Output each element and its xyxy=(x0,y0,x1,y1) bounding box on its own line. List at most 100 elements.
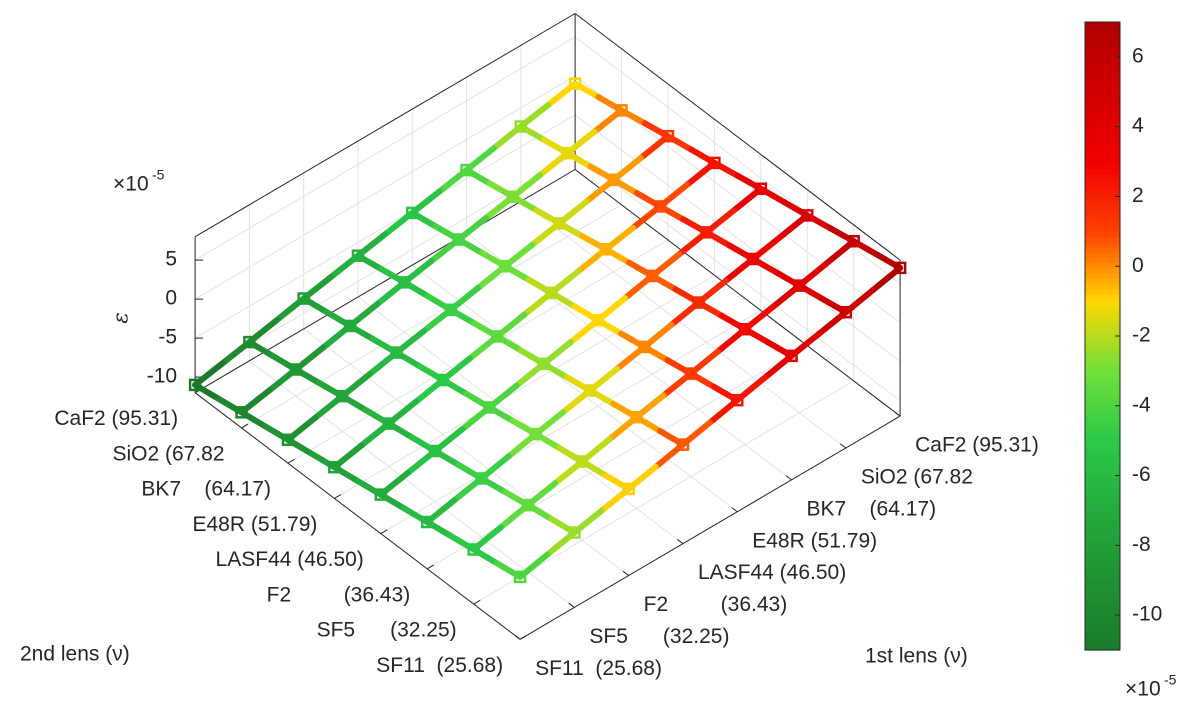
mesh-edge xyxy=(602,246,633,266)
mesh-vertex xyxy=(351,249,365,262)
colorbar-swatch xyxy=(1085,325,1120,332)
axis-line xyxy=(194,13,576,238)
colorbar-swatch xyxy=(1085,503,1120,510)
colorbar-swatch xyxy=(1085,587,1120,594)
colorbar-swatch xyxy=(1085,105,1120,112)
mesh-edge xyxy=(548,289,578,310)
colorbar-swatch xyxy=(1085,116,1120,123)
mesh-edge xyxy=(486,404,516,424)
tick-mark xyxy=(514,634,521,640)
mesh-edge xyxy=(517,347,547,367)
colorbar-swatch xyxy=(1085,69,1120,75)
colorbar-swatch xyxy=(1085,519,1120,525)
colorbar-swatch xyxy=(1085,163,1120,170)
tick-mark xyxy=(839,443,847,449)
colorbar-multiplier: ×10 xyxy=(1125,678,1161,701)
mesh-edge xyxy=(873,251,904,271)
x-tick-label: F2 (36.43) xyxy=(644,593,788,616)
mesh-edge xyxy=(641,343,671,364)
mesh-vertex xyxy=(708,156,721,170)
mesh-edge xyxy=(594,317,625,337)
mesh-vertex xyxy=(235,406,248,419)
mesh-vertex xyxy=(281,433,295,447)
mesh-edge xyxy=(587,163,617,183)
grid-line xyxy=(574,114,901,362)
colorbar-swatch xyxy=(1085,597,1120,604)
mesh-vertex xyxy=(607,173,620,187)
mesh-vertex xyxy=(289,363,303,376)
mesh-vertex xyxy=(343,319,357,333)
colorbar-swatch xyxy=(1085,267,1120,274)
colorbar-swatch xyxy=(1085,257,1120,264)
mesh-edge xyxy=(455,461,485,482)
mesh-edge xyxy=(308,450,338,471)
tick-mark xyxy=(426,564,435,570)
mesh-vertex xyxy=(297,292,310,305)
mesh-edge xyxy=(773,269,803,289)
mesh-vertex xyxy=(498,259,512,273)
mesh-edge xyxy=(471,320,501,340)
mesh-edge xyxy=(432,448,462,468)
axis-line xyxy=(519,415,901,640)
colorbar-swatch xyxy=(1085,131,1120,138)
colorbar-swatch xyxy=(1085,173,1120,180)
colorbar-swatch xyxy=(1085,414,1120,421)
mesh-edge xyxy=(331,464,361,484)
colorbar-tick-label: 6 xyxy=(1132,44,1144,67)
mesh-edge xyxy=(664,357,694,377)
colorbar-swatch xyxy=(1085,215,1120,222)
grid-line xyxy=(241,204,622,429)
mesh-edge xyxy=(339,393,369,413)
mesh-edge xyxy=(595,94,625,114)
mesh-vertex xyxy=(335,389,349,403)
x-tick-label: SiO2 (67.82 xyxy=(861,466,973,489)
colorbar-swatch xyxy=(1085,179,1120,185)
mesh-edge xyxy=(579,458,609,479)
mesh-edge xyxy=(323,309,354,329)
mesh-edge xyxy=(300,295,330,316)
mesh-edge xyxy=(633,414,663,434)
mesh-vertex xyxy=(428,444,442,458)
colorbar-swatch xyxy=(1085,147,1120,154)
colorbar-swatch xyxy=(1085,241,1120,248)
mesh-edge xyxy=(742,326,772,346)
colorbar-swatch xyxy=(1085,430,1120,437)
mesh-edge xyxy=(703,229,733,249)
colorbar-swatch xyxy=(1085,456,1120,463)
mesh-vertex xyxy=(599,243,613,256)
mesh-vertex xyxy=(513,570,527,584)
mesh-vertex xyxy=(483,401,496,414)
mesh-vertex xyxy=(746,252,760,266)
colorbar-swatch xyxy=(1085,42,1120,49)
mesh-edge xyxy=(354,252,385,273)
colorbar-swatch xyxy=(1085,315,1120,321)
mesh-vertex xyxy=(893,261,907,275)
colorbar-swatch xyxy=(1085,613,1120,620)
grid-line xyxy=(574,36,901,284)
mesh-edge xyxy=(261,423,291,443)
mesh-vertex xyxy=(676,438,690,451)
colorbar-swatch xyxy=(1085,74,1120,81)
mesh-edge xyxy=(493,560,524,580)
mesh-vertex xyxy=(847,235,860,248)
x-tick-label: E48R (51.79) xyxy=(752,529,877,552)
colorbar-tick-label: -2 xyxy=(1132,324,1151,347)
colorbar-swatch xyxy=(1085,84,1120,91)
colorbar-swatch xyxy=(1085,404,1120,410)
mesh-vertex xyxy=(521,498,535,512)
y-tick-label: BK7 (64.17) xyxy=(141,478,271,501)
mesh-edge xyxy=(463,390,493,411)
mesh-vertex xyxy=(514,120,528,133)
mesh-vertex xyxy=(436,373,450,387)
colorbar-swatch xyxy=(1085,493,1120,499)
mesh-edge xyxy=(238,409,268,430)
tick-mark xyxy=(380,529,388,535)
colorbar-swatch xyxy=(1085,393,1120,400)
mesh-vertex xyxy=(800,209,814,222)
grid-line xyxy=(194,75,576,300)
mesh-vertex xyxy=(460,163,473,177)
colorbar-swatch xyxy=(1085,566,1120,573)
tick-mark xyxy=(241,423,249,429)
mesh-vertex xyxy=(583,384,597,397)
